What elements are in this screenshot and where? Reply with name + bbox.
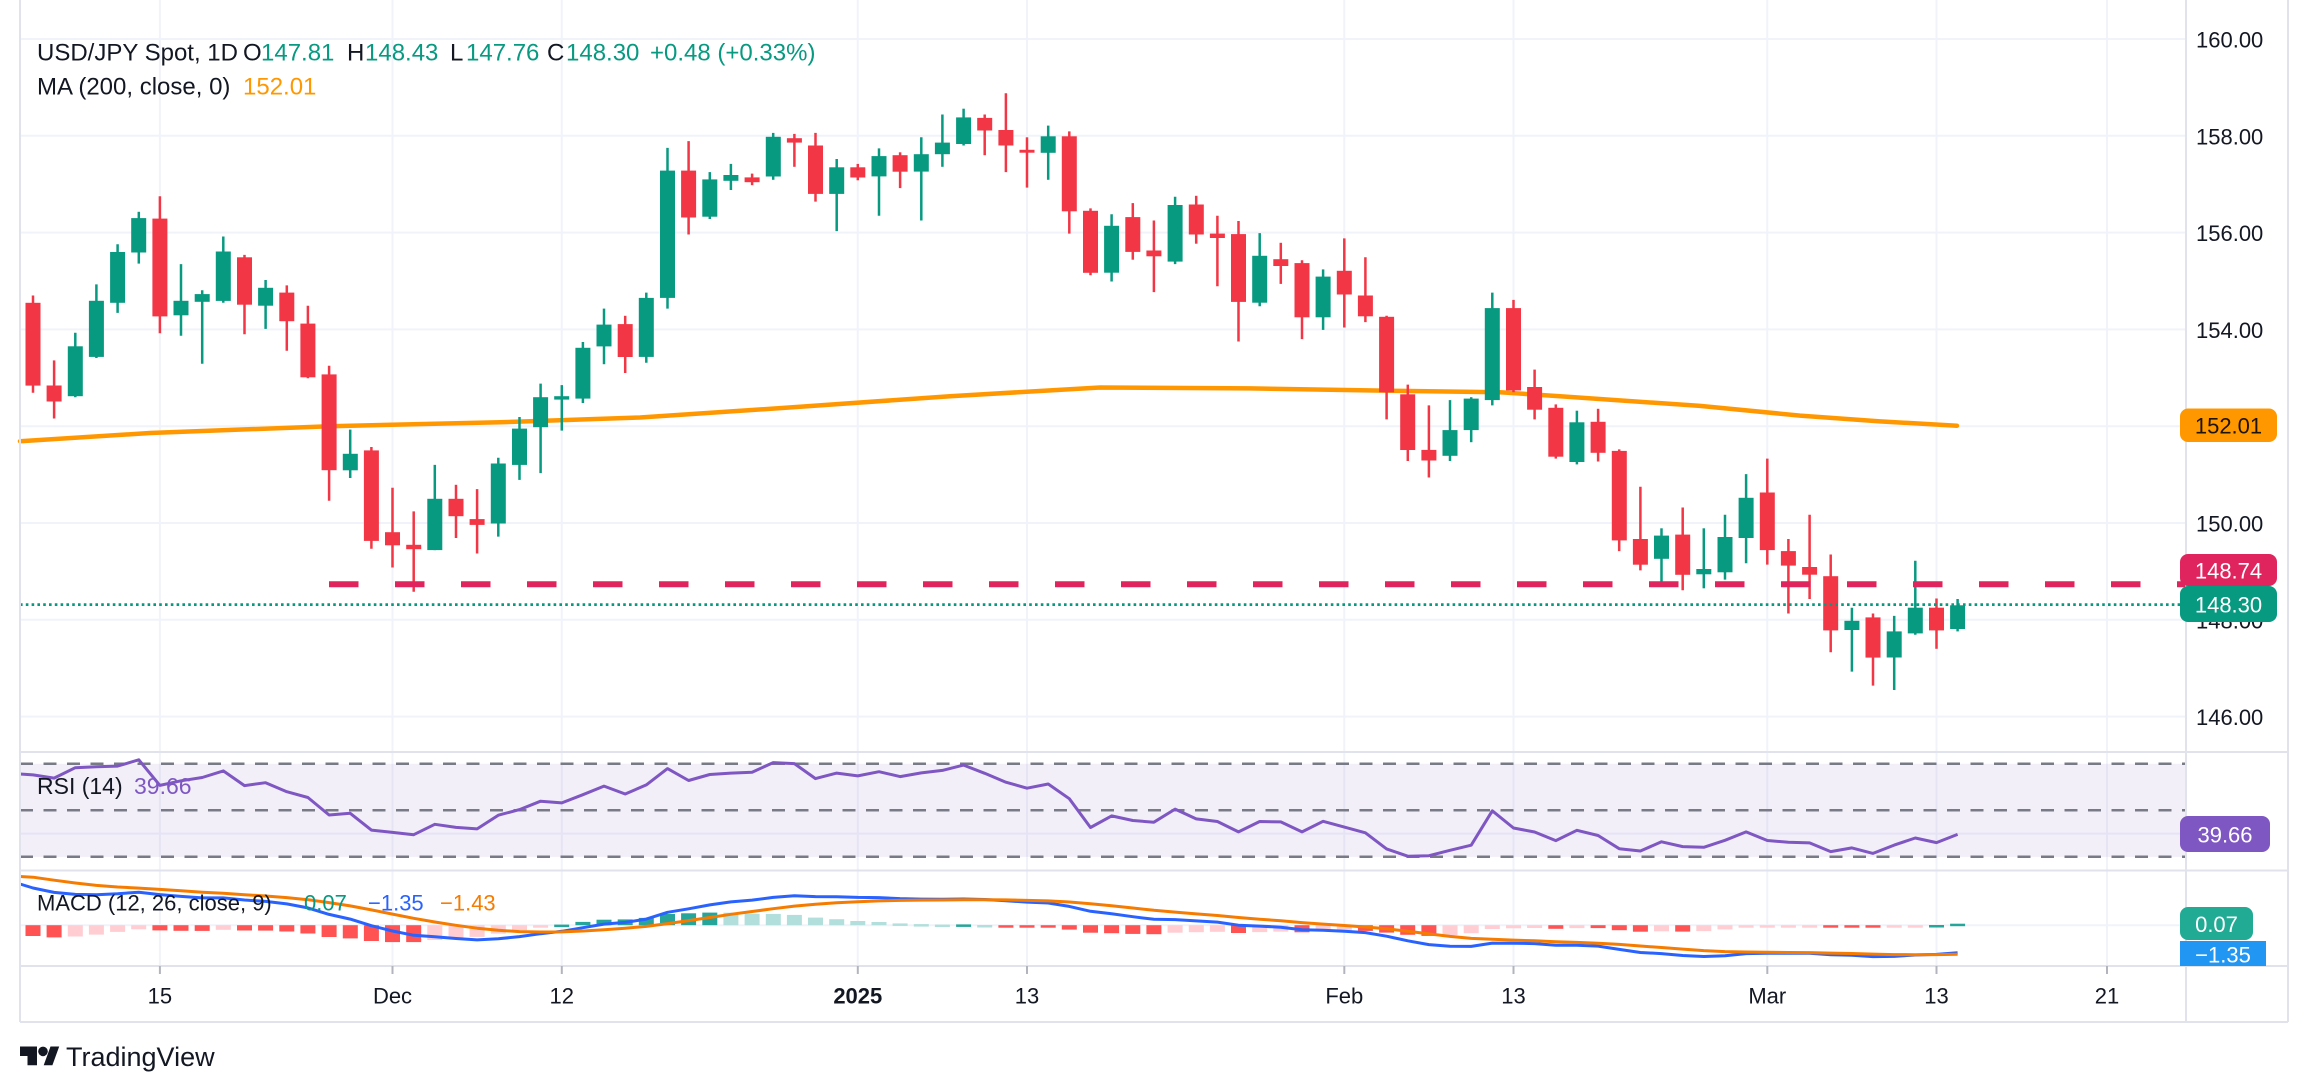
svg-text:+0.48 (+0.33%): +0.48 (+0.33%) [650,40,815,67]
svg-text:0.07: 0.07 [304,891,347,916]
svg-text:USD/JPY Spot, 1D: USD/JPY Spot, 1D [37,40,238,67]
svg-text:Dec: Dec [373,984,412,1009]
svg-text:156.00: 156.00 [2196,221,2263,246]
svg-text:L: L [450,40,463,67]
svg-text:−1.43: −1.43 [440,891,496,916]
svg-text:MACD (12, 26, close, 9): MACD (12, 26, close, 9) [37,891,272,916]
svg-text:39.66: 39.66 [2197,823,2252,848]
svg-text:152.01: 152.01 [243,74,316,101]
svg-text:MA (200, close, 0): MA (200, close, 0) [37,74,230,101]
svg-text:13: 13 [1015,984,1039,1009]
svg-text:21: 21 [2095,984,2119,1009]
svg-text:148.43: 148.43 [365,40,438,67]
svg-text:148.30: 148.30 [2195,593,2262,618]
svg-text:RSI (14): RSI (14) [37,773,123,799]
svg-text:0.07: 0.07 [2195,912,2238,937]
svg-text:154.00: 154.00 [2196,318,2263,343]
svg-text:13: 13 [1501,984,1525,1009]
svg-text:158.00: 158.00 [2196,124,2263,149]
svg-text:147.76: 147.76 [466,40,539,67]
svg-text:148.30: 148.30 [566,40,639,67]
svg-text:Feb: Feb [1325,984,1363,1009]
svg-text:2025: 2025 [833,984,882,1009]
svg-text:Mar: Mar [1748,984,1786,1009]
svg-text:147.81: 147.81 [261,40,334,67]
svg-text:12: 12 [550,984,574,1009]
svg-text:152.01: 152.01 [2195,414,2262,439]
svg-text:13: 13 [1924,984,1948,1009]
svg-text:150.00: 150.00 [2196,512,2263,537]
svg-text:160.00: 160.00 [2196,28,2263,53]
svg-text:−1.35: −1.35 [2195,943,2251,968]
svg-text:O: O [243,40,262,67]
svg-text:146.00: 146.00 [2196,705,2263,730]
svg-text:−1.35: −1.35 [368,891,424,916]
svg-text:148.74: 148.74 [2195,559,2262,584]
svg-text:C: C [547,40,564,67]
svg-text:H: H [347,40,364,67]
svg-text:TradingView: TradingView [66,1042,215,1072]
svg-text:39.66: 39.66 [134,773,192,799]
svg-text:15: 15 [148,984,172,1009]
